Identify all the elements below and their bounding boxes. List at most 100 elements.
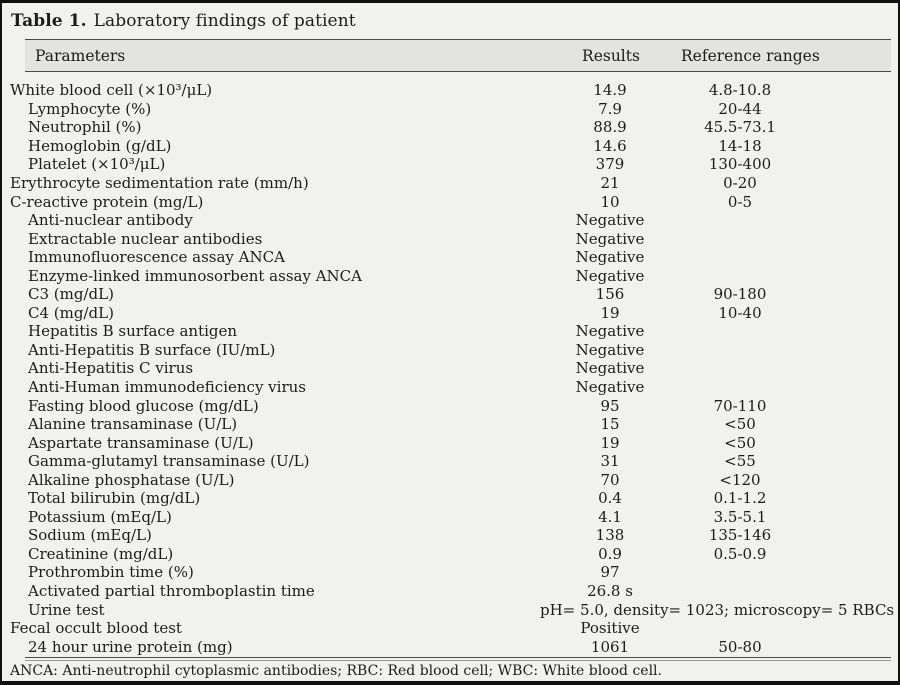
reference-cell: <50 — [724, 433, 756, 452]
column-header-parameters: Parameters — [35, 46, 126, 65]
parameter-cell: Hemoglobin (g/dL) — [28, 136, 172, 155]
table-number: Table 1. — [11, 11, 87, 31]
table-row: Immunofluorescence assay ANCA Negative — [2, 248, 898, 267]
reference-cell: 14-18 — [718, 136, 762, 155]
result-cell: 21 — [600, 174, 620, 192]
parameter-cell: Potassium (mEq/L) — [28, 507, 172, 526]
result-cell: 156 — [595, 285, 625, 304]
parameter-cell: Fasting blood glucose (mg/dL) — [28, 396, 259, 415]
reference-cell: <120 — [719, 470, 761, 489]
table-row: Aspartate transaminase (U/L) 19 <50 — [2, 433, 898, 452]
parameter-cell: C3 (mg/dL) — [28, 285, 114, 304]
parameter-cell: Extractable nuclear antibodies — [28, 229, 263, 248]
reference-cell: 45.5-73.1 — [704, 118, 776, 137]
table-row: Anti-nuclear antibody Negative — [2, 211, 898, 230]
reference-cell: <50 — [724, 415, 756, 434]
result-cell: Negative — [575, 378, 645, 397]
reference-cell: 20-44 — [718, 99, 762, 118]
table-row: Anti-Human immunodeficiency virus Negati… — [2, 378, 898, 397]
parameter-cell: Platelet (×10³/μL) — [28, 155, 166, 174]
reference-cell: 130-400 — [708, 155, 772, 174]
reference-cell: 70-110 — [713, 396, 767, 415]
table-footnote: ANCA: Anti-neutrophil cytoplasmic antibo… — [10, 663, 662, 680]
parameter-cell: Alanine transaminase (U/L) — [28, 415, 238, 434]
result-cell: pH= 5.0, density= 1023; microscopy= 5 RB… — [540, 600, 898, 619]
table-row: Fasting blood glucose (mg/dL) 95 70-110 — [2, 396, 898, 415]
parameter-cell: Lymphocyte (%) — [28, 99, 152, 118]
table-row: Prothrombin time (%) 97 — [2, 563, 898, 582]
result-cell: 379 — [595, 155, 625, 174]
table-row: Hepatitis B surface antigen Negative — [2, 322, 898, 341]
result-cell: Negative — [575, 340, 645, 359]
result-cell: 70 — [600, 470, 620, 489]
table-row: C4 (mg/dL) 19 10-40 — [2, 304, 898, 323]
parameter-cell: Anti-Human immunodeficiency virus — [28, 378, 306, 397]
result-cell: 0.4 — [598, 489, 622, 508]
reference-cell: 135-146 — [708, 526, 772, 545]
result-cell: 26.8 s — [587, 582, 633, 601]
result-cell: Negative — [575, 248, 645, 267]
reference-cell: 4.8-10.8 — [708, 81, 772, 100]
parameter-cell: Fecal occult blood test — [10, 619, 182, 638]
result-cell: 31 — [600, 452, 620, 471]
table-row: Hemoglobin (g/dL) 14.6 14-18 — [2, 137, 898, 156]
parameter-cell: Creatinine (mg/dL) — [28, 544, 174, 563]
column-header-results: Results — [582, 46, 640, 65]
result-cell: 88.9 — [593, 118, 627, 137]
table-row: Enzyme-linked immunosorbent assay ANCA N… — [2, 266, 898, 285]
result-cell: 15 — [600, 415, 620, 434]
footer-rule — [25, 656, 891, 661]
parameter-cell: Erythrocyte sedimentation rate (mm/h) — [10, 174, 309, 192]
table-row: Creatinine (mg/dL) 0.9 0.5-0.9 — [2, 545, 898, 564]
result-cell: Negative — [575, 211, 645, 230]
result-cell: 4.1 — [598, 507, 622, 526]
caption-rule — [25, 39, 891, 40]
result-cell: 95 — [600, 396, 620, 415]
result-cell: 19 — [600, 303, 620, 322]
reference-cell: 0-20 — [723, 174, 757, 192]
table-row: Activated partial thromboplastin time 26… — [2, 582, 898, 601]
table-row: Gamma-glutamyl transaminase (U/L) 31 <55 — [2, 452, 898, 471]
table-row: Alanine transaminase (U/L) 15 <50 — [2, 415, 898, 434]
result-cell: 1061 — [590, 637, 630, 656]
table-row: C-reactive protein (mg/L) 10 0-5 — [2, 192, 898, 211]
table-title: Laboratory findings of patient — [93, 11, 356, 31]
table-row: Total bilirubin (mg/dL) 0.4 0.1-1.2 — [2, 489, 898, 508]
table-row: Anti-Hepatitis C virus Negative — [2, 359, 898, 378]
parameter-cell: C4 (mg/dL) — [28, 303, 114, 322]
parameter-cell: Anti-Hepatitis C virus — [28, 359, 194, 378]
parameter-cell: Prothrombin time (%) — [28, 563, 194, 582]
column-header-reference-ranges: Reference ranges — [681, 46, 820, 65]
reference-cell: <55 — [724, 452, 756, 471]
parameter-cell: Anti-nuclear antibody — [28, 211, 193, 230]
result-cell: 97 — [600, 563, 620, 582]
parameter-cell: Aspartate transaminase (U/L) — [28, 433, 254, 452]
parameter-cell: Urine test — [28, 600, 105, 619]
result-cell: Negative — [575, 322, 645, 341]
parameter-cell: Neutrophil (%) — [28, 118, 142, 137]
table-row: Lymphocyte (%) 7.9 20-44 — [2, 100, 898, 119]
parameter-cell: Alkaline phosphatase (U/L) — [28, 470, 235, 489]
table-caption: Table 1. Laboratory findings of patient — [2, 3, 898, 39]
parameter-cell: Sodium (mEq/L) — [28, 526, 152, 545]
reference-cell: 50-80 — [718, 637, 762, 656]
table-row: Extractable nuclear antibodies Negative — [2, 229, 898, 248]
table-row: Anti-Hepatitis B surface (IU/mL) Negativ… — [2, 341, 898, 360]
table-row: Urine test pH= 5.0, density= 1023; micro… — [2, 600, 898, 619]
table-row: Potassium (mEq/L) 4.1 3.5-5.1 — [2, 508, 898, 527]
table-row: C3 (mg/dL) 156 90-180 — [2, 285, 898, 304]
parameter-cell: Total bilirubin (mg/dL) — [28, 489, 201, 508]
reference-cell: 0.1-1.2 — [713, 489, 767, 508]
parameter-cell: White blood cell (×10³/μL) — [10, 81, 213, 100]
result-cell: Negative — [575, 229, 645, 248]
result-cell: 10 — [600, 192, 620, 211]
result-cell: Negative — [575, 266, 645, 285]
parameter-cell: 24 hour urine protein (mg) — [28, 637, 233, 656]
parameter-cell: Hepatitis B surface antigen — [28, 322, 238, 341]
table-row: Alkaline phosphatase (U/L) 70 <120 — [2, 470, 898, 489]
reference-cell: 10-40 — [718, 303, 762, 322]
result-cell: 14.6 — [593, 136, 627, 155]
result-cell: Negative — [575, 359, 645, 378]
reference-cell: 3.5-5.1 — [713, 507, 767, 526]
table-header-row: Parameters Results Reference ranges — [25, 40, 891, 72]
